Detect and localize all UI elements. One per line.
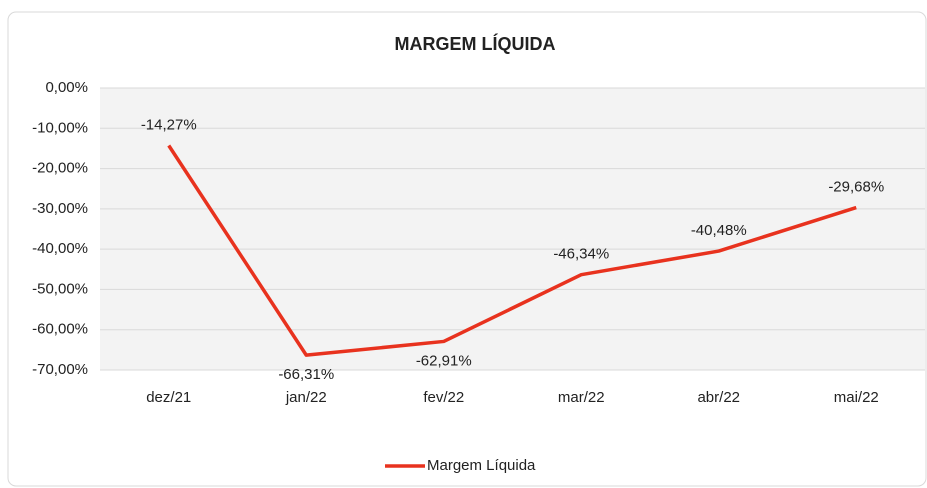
chart-title: MARGEM LÍQUIDA [395, 33, 556, 54]
legend-label: Margem Líquida [427, 457, 536, 474]
data-label: -62,91% [416, 352, 472, 369]
y-tick-label: -40,00% [32, 240, 88, 257]
y-tick-label: -20,00% [32, 160, 88, 177]
x-tick-label: mai/22 [834, 389, 879, 406]
y-tick-label: -30,00% [32, 200, 88, 217]
x-tick-label: jan/22 [285, 389, 327, 406]
x-tick-label: fev/22 [423, 389, 464, 406]
data-label: -66,31% [278, 366, 334, 383]
x-tick-label: abr/22 [697, 389, 740, 406]
x-tick-label: dez/21 [146, 389, 191, 406]
data-label: -40,48% [691, 222, 747, 239]
line [167, 144, 857, 357]
y-tick-label: -10,00% [32, 119, 88, 136]
x-tick-label: mar/22 [558, 389, 605, 406]
y-tick-label: -50,00% [32, 280, 88, 297]
y-tick-label: -70,00% [32, 361, 88, 378]
y-tick-label: 0,00% [45, 79, 88, 96]
data-label: -14,27% [141, 116, 197, 133]
y-tick-label: -60,00% [32, 321, 88, 338]
data-label: -46,34% [553, 246, 609, 263]
data-label: -29,68% [828, 179, 884, 196]
